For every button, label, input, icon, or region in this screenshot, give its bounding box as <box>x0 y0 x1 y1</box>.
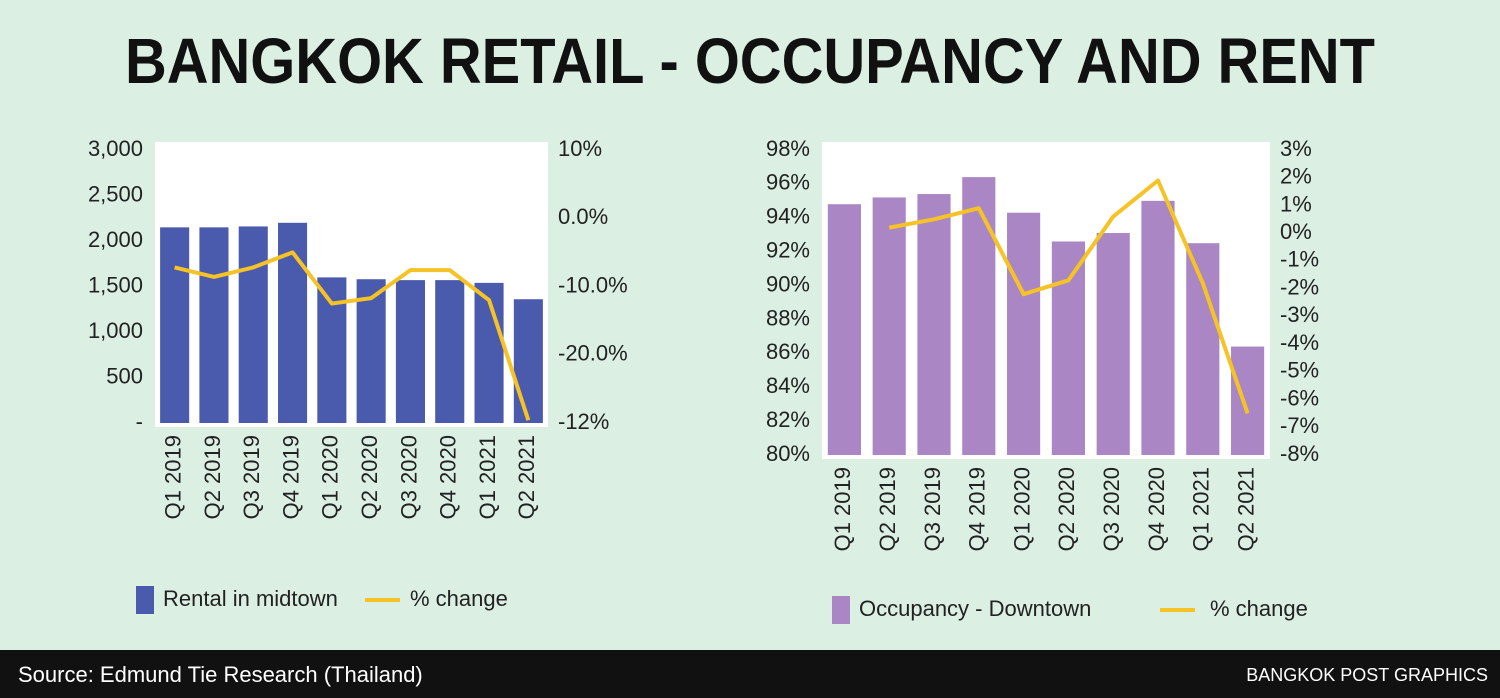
y-tick-label: - <box>136 409 143 434</box>
bar <box>872 197 906 455</box>
x-tick-label: Q2 2021 <box>1233 467 1258 551</box>
x-tick-label: Q2 2021 <box>514 435 539 519</box>
legend-swatch <box>136 586 154 614</box>
y-tick-label: 86% <box>766 339 810 364</box>
x-tick-label: Q4 2020 <box>1144 467 1169 551</box>
x-tick-label: Q2 2019 <box>200 435 225 519</box>
bar <box>238 226 268 423</box>
y2-tick-label: -4% <box>1280 330 1319 355</box>
y2-tick-label: -7% <box>1280 413 1319 438</box>
bar <box>1051 241 1085 455</box>
y2-tick-label: 2% <box>1280 164 1312 189</box>
x-tick-label: Q3 2019 <box>920 467 945 551</box>
y-tick-label: 3,000 <box>88 136 143 161</box>
legend-label: % change <box>410 586 508 611</box>
bar <box>917 194 951 456</box>
x-tick-label: Q4 2019 <box>278 435 303 519</box>
x-tick-label: Q2 2019 <box>875 467 900 551</box>
x-tick-label: Q1 2019 <box>830 467 855 551</box>
y2-tick-label: -6% <box>1280 385 1319 410</box>
y2-tick-label: 1% <box>1280 191 1312 216</box>
y2-tick-label: -2% <box>1280 274 1319 299</box>
x-tick-label: Q1 2021 <box>475 435 500 519</box>
y2-tick-label: -1% <box>1280 247 1319 272</box>
y2-tick-label: 10% <box>558 136 602 161</box>
x-tick-label: Q3 2020 <box>396 435 421 519</box>
credit: BANGKOK POST GRAPHICS <box>1246 665 1488 685</box>
bar <box>199 227 229 423</box>
bar <box>1231 346 1265 455</box>
bar <box>356 279 386 423</box>
x-tick-label: Q1 2020 <box>318 435 343 519</box>
bar <box>435 280 465 423</box>
bar <box>1007 212 1041 455</box>
line <box>888 178 1250 415</box>
x-tick-label: Q1 2019 <box>160 435 185 519</box>
legend-label: Rental in midtown <box>163 586 338 611</box>
y2-tick-label: -5% <box>1280 358 1319 383</box>
footer-bar <box>0 650 1500 698</box>
bar <box>317 277 347 423</box>
x-tick-label: Q3 2019 <box>239 435 264 519</box>
y-tick-label: 90% <box>766 271 810 296</box>
legend-label: Occupancy - Downtown <box>859 596 1091 621</box>
y-tick-label: 1,500 <box>88 272 143 297</box>
bar <box>827 204 861 455</box>
y2-tick-label: 3% <box>1280 136 1312 161</box>
line <box>174 250 531 421</box>
x-tick-label: Q3 2020 <box>1099 467 1124 551</box>
y2-tick-label: -12% <box>558 409 609 434</box>
y2-tick-label: 0% <box>1280 219 1312 244</box>
y-tick-label: 98% <box>766 136 810 161</box>
bar <box>1141 200 1175 455</box>
x-tick-label: Q4 2020 <box>436 435 461 519</box>
bar <box>1096 233 1130 455</box>
y-tick-label: 94% <box>766 204 810 229</box>
y2-tick-label: -8% <box>1280 441 1319 466</box>
y-tick-label: 1,000 <box>88 318 143 343</box>
y-tick-label: 500 <box>106 363 143 388</box>
source: Source: Edmund Tie Research (Thailand) <box>18 662 423 687</box>
y-tick-label: 92% <box>766 237 810 262</box>
x-tick-label: Q4 2019 <box>965 467 990 551</box>
x-tick-label: Q1 2021 <box>1189 467 1214 551</box>
y2-tick-label: -3% <box>1280 302 1319 327</box>
bar <box>513 299 543 423</box>
legend-label: % change <box>1210 596 1308 621</box>
bar <box>395 280 425 423</box>
y-tick-label: 88% <box>766 305 810 330</box>
legend-swatch <box>832 596 850 624</box>
title: BANGKOK RETAIL - OCCUPANCY AND RENT <box>125 25 1375 97</box>
y-tick-label: 2,000 <box>88 227 143 252</box>
y2-tick-label: -20.0% <box>558 341 628 366</box>
y-tick-label: 80% <box>766 441 810 466</box>
y-tick-label: 82% <box>766 407 810 432</box>
bar <box>160 227 190 423</box>
bar <box>962 177 996 455</box>
y2-tick-label: -10.0% <box>558 272 628 297</box>
y-tick-label: 2,500 <box>88 181 143 206</box>
x-tick-label: Q1 2020 <box>1009 467 1034 551</box>
y-tick-label: 96% <box>766 170 810 195</box>
x-tick-label: Q2 2020 <box>357 435 382 519</box>
bar <box>1186 243 1220 455</box>
x-tick-label: Q2 2020 <box>1054 467 1079 551</box>
y-tick-label: 84% <box>766 373 810 398</box>
y2-tick-label: 0.0% <box>558 204 608 229</box>
